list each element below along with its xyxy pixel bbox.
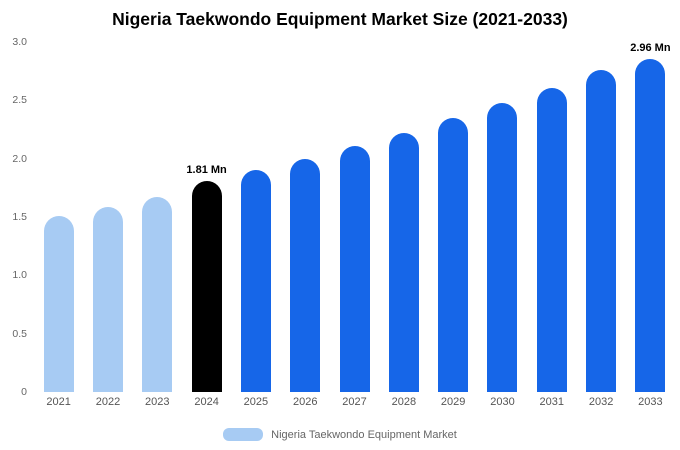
x-tick-2028: 2028	[391, 396, 417, 408]
y-tick-2.0: 2.0	[12, 152, 27, 165]
bar-cell-2023	[133, 42, 182, 392]
bar-2021	[43, 215, 74, 392]
x-tick-2033: 2033	[638, 396, 663, 408]
plot-area: 1.81 Mn 2.96 Mn	[34, 42, 675, 392]
bar-cell-2031	[527, 42, 576, 392]
x-tick-2025: 2025	[243, 396, 269, 408]
bar-cell-2026	[281, 42, 330, 392]
bar-2030	[487, 102, 518, 392]
legend-item[interactable]: Nigeria Taekwondo Equipment Market	[223, 428, 457, 441]
chart-title: Nigeria Taekwondo Equipment Market Size …	[112, 9, 568, 29]
bar-2027	[339, 145, 370, 392]
legend-swatch-icon	[223, 428, 264, 441]
x-tick-2032: 2032	[588, 396, 614, 408]
bar-2032	[586, 70, 617, 392]
bar-cell-2025	[231, 42, 280, 392]
bar-2028	[388, 133, 419, 392]
y-tick-0: 0	[21, 386, 27, 398]
x-tick-2027: 2027	[342, 396, 367, 408]
y-tick-1.5: 1.5	[12, 211, 27, 223]
x-tick-2021: 2021	[46, 396, 71, 408]
y-axis: 0 0.5 1.0 1.5 2.0 2.5 3.0	[0, 36, 30, 398]
x-tick-2023: 2023	[145, 396, 170, 408]
bar-cell-2027	[330, 42, 379, 392]
bar-cell-2024: 1.81 Mn	[182, 42, 231, 392]
bar-2023	[142, 197, 173, 392]
x-axis: 2021 2022 2023 2024 2025 2026 2027 2028 2029 2030…	[34, 396, 675, 412]
bars-row: 1.81 Mn 2.96 Mn	[34, 42, 675, 392]
bar-cell-2030	[478, 42, 527, 392]
x-tick-2026: 2026	[292, 396, 318, 408]
bar-2029	[438, 117, 469, 392]
bar-2033	[635, 59, 666, 392]
y-tick-1.0: 1.0	[12, 269, 27, 282]
y-tick-3.0: 3.0	[12, 36, 27, 48]
x-tick-2022: 2022	[95, 396, 121, 408]
bar-2022	[92, 206, 123, 392]
bar-cell-2032	[576, 42, 625, 392]
x-tick-2030: 2030	[490, 396, 515, 408]
bar-cell-2022	[83, 42, 132, 392]
bar-2031	[536, 87, 567, 392]
x-tick-2024: 2024	[194, 396, 219, 408]
legend: Nigeria Taekwondo Equipment Market	[0, 428, 680, 441]
bar-value-label-2024: 1.81 Mn	[186, 163, 227, 176]
legend-label: Nigeria Taekwondo Equipment Market	[271, 428, 457, 441]
x-tick-2031: 2031	[539, 396, 565, 408]
x-tick-2029: 2029	[440, 396, 466, 408]
bar-2024	[191, 180, 222, 392]
bar-cell-2029	[429, 42, 478, 392]
y-tick-2.5: 2.5	[12, 94, 27, 107]
y-tick-0.5: 0.5	[12, 327, 27, 340]
bar-2025	[240, 170, 271, 392]
bar-2026	[290, 158, 321, 392]
bar-cell-2033: 2.96 Mn	[626, 42, 675, 392]
bar-cell-2021	[34, 42, 83, 392]
bar-cell-2028	[379, 42, 428, 392]
bar-value-label-2033: 2.96 Mn	[630, 42, 671, 54]
